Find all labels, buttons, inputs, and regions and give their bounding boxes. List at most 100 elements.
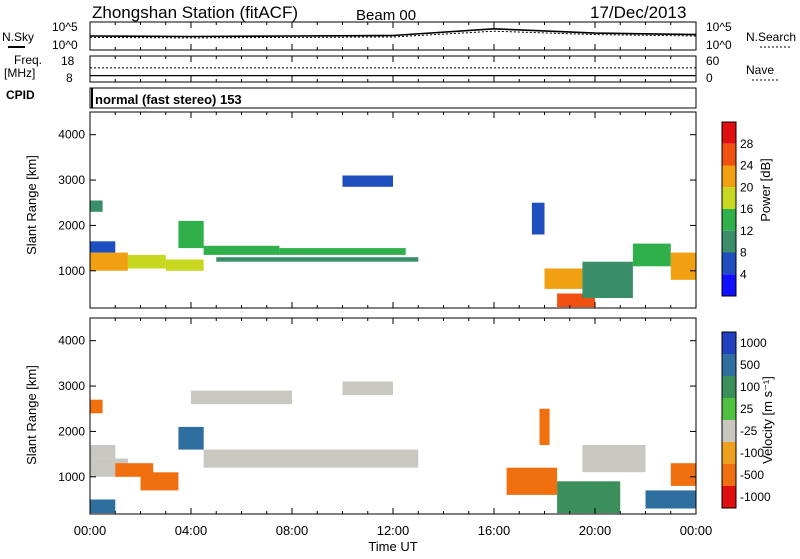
power-cell <box>670 252 697 280</box>
date-label: 17/Dec/2013 <box>590 3 686 22</box>
power-colorbar-frame <box>721 121 737 297</box>
power-colorbar-swatch <box>722 143 736 166</box>
x-axis-label: Time UT <box>368 539 417 554</box>
velocity-colorbar-frame <box>721 331 737 509</box>
x-tick-label: 16:00 <box>478 523 511 538</box>
power-cell <box>165 259 204 271</box>
velocity-ylabel: Slant Range [km] <box>24 365 39 465</box>
cpid-label: CPID <box>6 88 35 102</box>
freq-tick-high: 18 <box>61 54 75 68</box>
velocity-colorbar-swatch <box>722 354 736 376</box>
nsky-tick-low: 10^0 <box>52 38 78 52</box>
power-ytick-label: 2000 <box>58 218 85 232</box>
power-colorbar-label: Power [dB] <box>758 158 773 222</box>
velocity-colorbar-tick: -500 <box>740 468 764 482</box>
power-colorbar-tick: 12 <box>740 224 754 238</box>
velocity-ytick-label: 4000 <box>58 334 85 348</box>
nsearch-label: N.Search <box>746 30 796 44</box>
x-axis-ticks: 00:00 04:00 08:00 12:00 16:00 20:00 00:00 <box>74 22 712 538</box>
velocity-cell <box>582 445 646 473</box>
power-cells <box>90 175 697 308</box>
power-cell <box>90 200 103 212</box>
velocity-colorbar-tick: -1000 <box>740 490 771 504</box>
nsky-series-line <box>89 27 697 38</box>
freq-panel: Freq. [MHz] 18 8 60 0 Nave <box>4 53 778 85</box>
station-title: Zhongshan Station (fitACF) <box>92 3 298 22</box>
power-colorbar-swatch <box>722 209 736 231</box>
velocity-cell <box>140 472 179 491</box>
velocity-colorbar-tick: 100 <box>740 380 760 394</box>
power-cell <box>544 268 583 289</box>
nsearch-tick-low: 10^0 <box>706 38 732 52</box>
power-cell <box>90 252 128 271</box>
power-colorbar-swatch <box>722 230 736 253</box>
power-cell <box>203 245 280 255</box>
power-cell <box>90 241 116 253</box>
power-ytick-label: 3000 <box>58 173 85 187</box>
velocity-cells <box>90 381 697 514</box>
cpid-text: normal (fast stereo) 153 <box>95 92 242 107</box>
power-colorbar-tick: 16 <box>740 202 754 216</box>
power-colorbar-swatch <box>722 122 736 144</box>
power-cell <box>582 261 633 298</box>
cpid-frame <box>89 87 697 109</box>
velocity-colorbar-swatch <box>722 442 736 464</box>
power-colorbar-tick: 4 <box>740 267 747 281</box>
velocity-colorbar-tick: 1000 <box>740 336 767 350</box>
velocity-colorbar-swatch <box>722 376 736 398</box>
velocity-ytick-label: 2000 <box>58 424 85 438</box>
velocity-cell <box>670 463 697 486</box>
power-colorbar-swatch <box>722 252 736 275</box>
velocity-cell <box>178 426 204 450</box>
power-cell <box>178 220 204 249</box>
x-tick-label: 00:00 <box>74 523 107 538</box>
velocity-panel: 1000 2000 3000 4000 Slant Range [km] 1000 50… <box>24 317 775 515</box>
x-tick-label: 12:00 <box>377 523 410 538</box>
power-cell <box>216 257 419 262</box>
velocity-colorbar-tick: 25 <box>740 402 754 416</box>
power-colorbar-swatch <box>722 274 736 296</box>
freq-label: Freq. <box>14 53 42 67</box>
freq-tick-low: 8 <box>66 71 73 85</box>
velocity-colorbar-swatch <box>722 486 736 508</box>
velocity-cell <box>90 399 103 414</box>
nsky-panel: N.Sky 10^5 10^0 10^5 10^0 N.Search <box>2 20 796 52</box>
power-ylabel: Slant Range [km] <box>24 155 39 255</box>
velocity-colorbar-swatch <box>722 332 736 354</box>
x-tick-label: 04:00 <box>175 523 208 538</box>
freq-unit-label: [MHz] <box>4 66 35 80</box>
velocity-cell <box>539 408 550 445</box>
velocity-cell <box>557 481 621 514</box>
velocity-cell <box>645 490 696 509</box>
power-colorbar-swatch <box>722 165 736 188</box>
nave-tick-high: 60 <box>706 54 720 68</box>
velocity-cell <box>342 381 393 396</box>
power-panel: 1000 2000 3000 4000 Slant Range [km] 4 8 12 16… <box>24 111 773 309</box>
velocity-colorbar-swatch <box>722 420 736 442</box>
velocity-cell <box>506 467 558 495</box>
velocity-colorbar-swatch <box>722 464 736 486</box>
power-cell <box>279 248 406 255</box>
velocity-colorbar: 1000 500 100 25 -25 -100 -500 -1000 <box>721 331 771 509</box>
x-tick-label: 20:00 <box>579 523 612 538</box>
velocity-colorbar-tick: -25 <box>740 424 758 438</box>
power-ytick-label: 1000 <box>58 264 85 278</box>
nsky-label: N.Sky <box>2 30 34 44</box>
velocity-colorbar-swatch <box>722 398 736 420</box>
nsearch-tick-high: 10^5 <box>706 20 732 34</box>
x-tick-label: 08:00 <box>276 523 309 538</box>
velocity-ytick-label: 1000 <box>58 470 85 484</box>
velocity-cell <box>191 390 292 405</box>
nsky-tick-high: 10^5 <box>52 20 78 34</box>
power-colorbar: 4 8 12 16 20 24 28 <box>721 121 754 297</box>
power-colorbar-tick: 8 <box>740 246 747 260</box>
power-cell <box>632 243 671 267</box>
power-colorbar-swatch <box>722 187 736 209</box>
nave-tick-low: 0 <box>706 71 713 85</box>
nsearch-series-line <box>89 30 697 39</box>
nave-label: Nave <box>746 63 774 77</box>
power-cell <box>342 175 393 187</box>
power-y-ticks: 1000 2000 3000 4000 <box>58 128 696 278</box>
velocity-cell <box>115 463 154 477</box>
